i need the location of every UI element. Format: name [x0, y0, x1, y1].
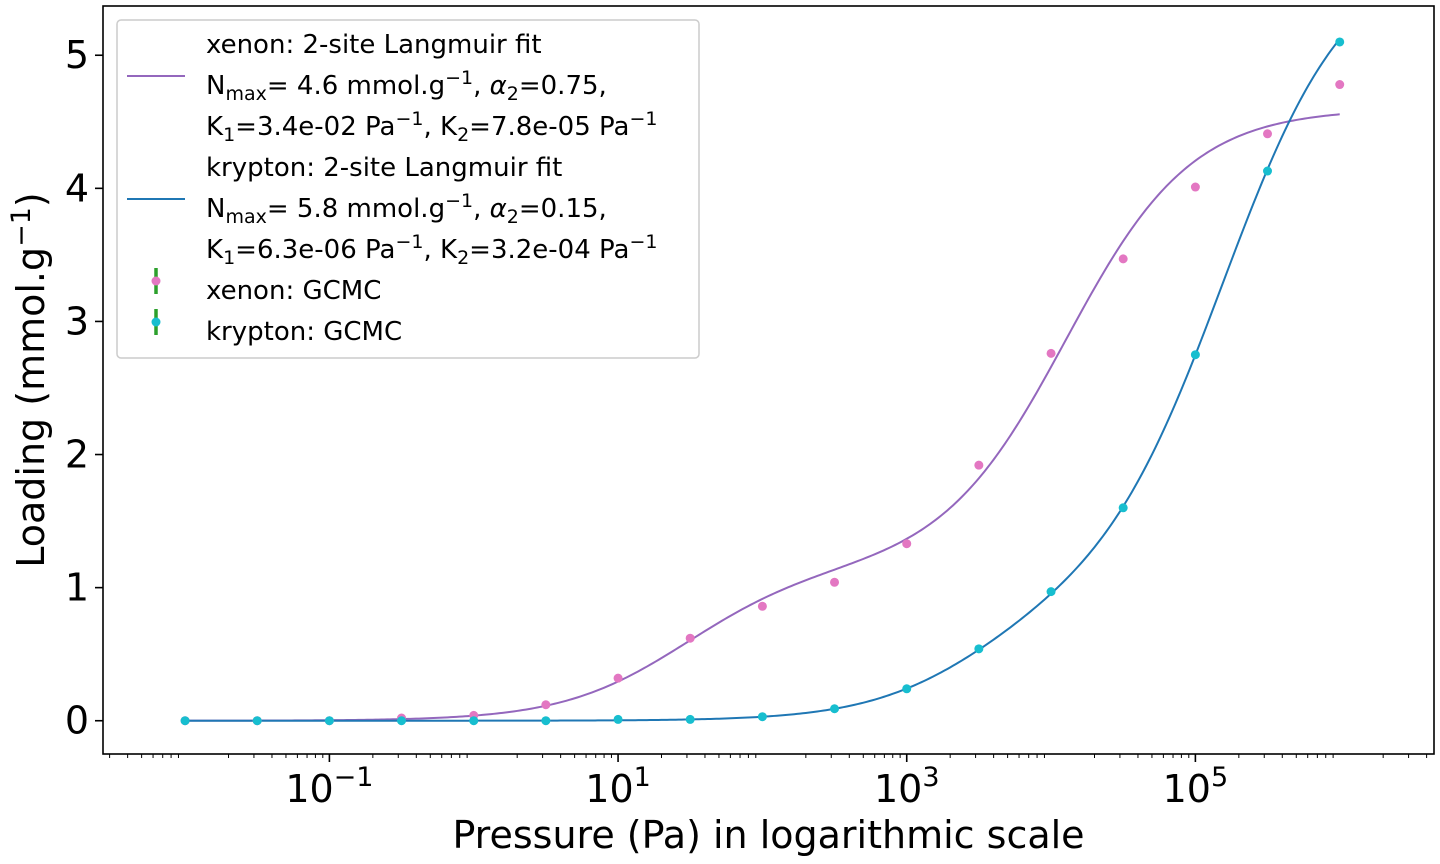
x-tick-label-0: 10−1 [285, 762, 373, 811]
legend-entry-xe-gcmc: xenon: GCMC [151, 268, 381, 306]
y-tick-label-5: 5 [65, 33, 89, 77]
fit-line-0 [185, 113, 1340, 722]
point-1-9 [830, 704, 840, 714]
point-0-7 [685, 633, 695, 643]
point-1-15 [1263, 166, 1273, 176]
legend-box [116, 19, 700, 359]
point-0-13 [1118, 254, 1128, 264]
y-tick-label-0: 0 [65, 699, 89, 743]
point-1-4 [469, 716, 479, 726]
point-1-3 [397, 716, 407, 726]
legend-label-kr-fit-1: Nmax= 5.8 mmol.g−1, α2=0.15, [206, 190, 607, 228]
y-tick-label-1: 1 [65, 566, 89, 610]
point-1-10 [902, 684, 912, 694]
legend-label-xe-fit-1: Nmax= 4.6 mmol.g−1, α2=0.75, [206, 67, 607, 105]
point-0-8 [757, 601, 767, 611]
point-1-16 [1335, 37, 1345, 47]
plot-frame [102, 5, 1435, 755]
x-tick-label-3: 105 [1163, 762, 1229, 811]
y-tick-label-4: 4 [65, 166, 89, 210]
y-axis-label: Loading (mmol.g−1) [6, 192, 53, 568]
legend-marker-xe-gcmc [151, 276, 161, 286]
point-0-10 [902, 539, 912, 549]
point-0-11 [974, 460, 984, 470]
point-1-2 [324, 716, 334, 726]
point-0-5 [541, 700, 551, 710]
point-1-5 [541, 716, 551, 726]
point-0-12 [1046, 348, 1056, 358]
legend-label-xe-gcmc-0: xenon: GCMC [206, 276, 381, 306]
point-1-13 [1118, 503, 1128, 513]
legend-label-xe-fit-2: K1=3.4e-02 Pa−1, K2=7.8e-05 Pa−1 [206, 108, 658, 146]
y-tick-label-2: 2 [65, 433, 89, 477]
legend: xenon: 2-site Langmuir fit Nmax= 4.6 mmol… [116, 19, 700, 359]
point-1-0 [180, 716, 190, 726]
x-axis-label: Pressure (Pa) in logarithmic scale [452, 813, 1084, 857]
legend-entry-kr-fit: krypton: 2-site Langmuir fit Nmax= 5.8 mm… [127, 153, 658, 269]
x-tick-label-2: 103 [874, 762, 940, 811]
x-tick-label-1: 101 [585, 762, 651, 811]
legend-label-kr-fit-0: krypton: 2-site Langmuir fit [206, 153, 562, 183]
legend-label-kr-gcmc-0: krypton: GCMC [206, 317, 402, 347]
point-0-6 [613, 673, 623, 683]
legend-entry-xe-fit: xenon: 2-site Langmuir fit Nmax= 4.6 mmol… [127, 30, 658, 146]
point-1-7 [685, 714, 695, 724]
point-1-12 [1046, 587, 1056, 597]
legend-label-xe-fit-0: xenon: 2-site Langmuir fit [206, 30, 542, 60]
point-0-16 [1335, 80, 1345, 90]
y-tick-label-3: 3 [65, 299, 89, 343]
legend-marker-kr-gcmc [151, 317, 161, 327]
data-points [180, 37, 1345, 726]
legend-entry-kr-gcmc: krypton: GCMC [151, 309, 402, 347]
point-1-8 [757, 712, 767, 722]
point-1-14 [1190, 350, 1200, 360]
point-1-6 [613, 714, 623, 724]
point-0-9 [830, 577, 840, 587]
axes: 10−1 101 103 105 0 1 2 3 4 5 Pressure (Pa) in loga… [6, 5, 1435, 857]
point-0-14 [1190, 182, 1200, 192]
point-1-11 [974, 644, 984, 654]
point-0-15 [1263, 129, 1273, 139]
point-1-1 [252, 716, 262, 726]
legend-label-kr-fit-2: K1=6.3e-06 Pa−1, K2=3.2e-04 Pa−1 [206, 231, 658, 269]
